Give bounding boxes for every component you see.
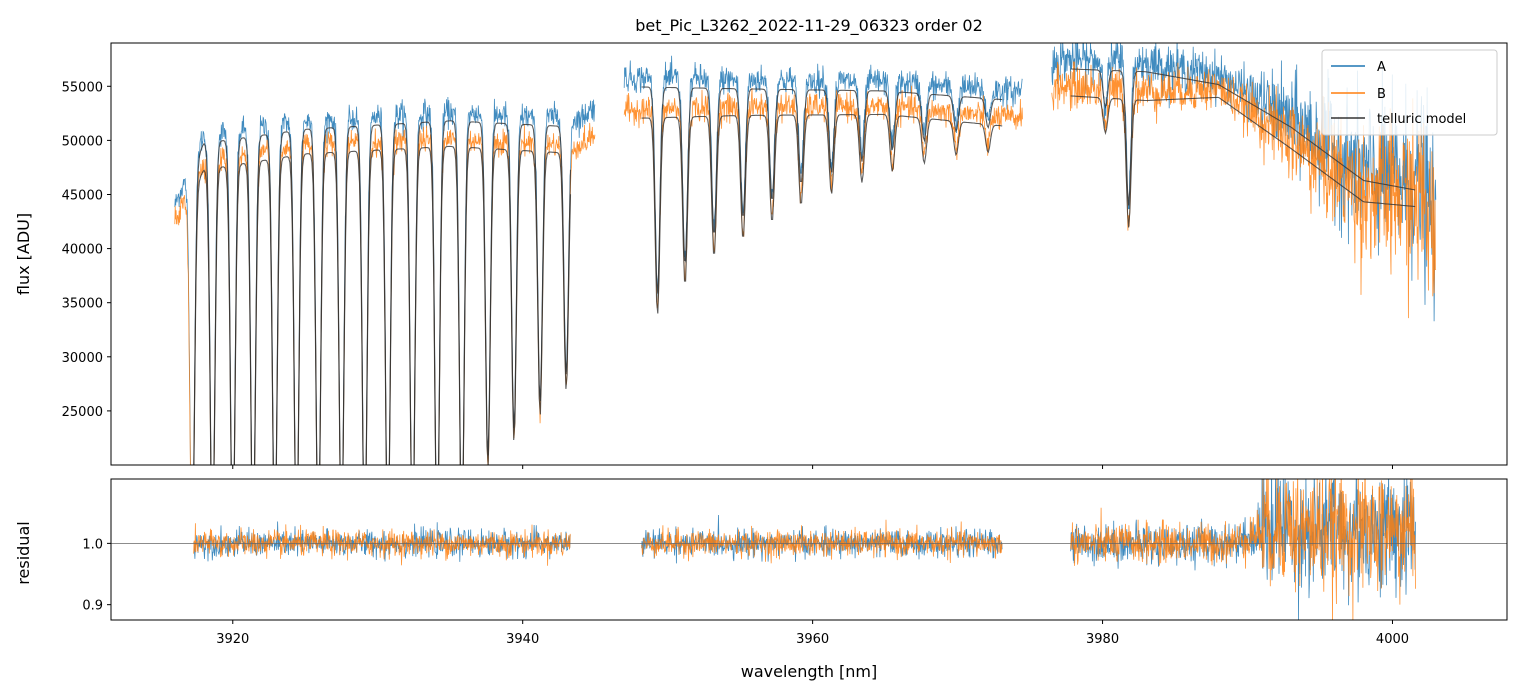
flux-y-axis-label: flux [ADU] — [14, 213, 33, 295]
legend-label-b: B — [1377, 87, 1386, 102]
chart-title: bet_Pic_L3262_2022-11-29_06323 order 02 — [635, 16, 983, 36]
flux-y-tick-label: 40000 — [62, 243, 103, 258]
telluric-model-a-segment-1 — [641, 86, 1003, 294]
flux-plot-area — [174, 43, 1437, 465]
x-tick-label: 3920 — [216, 632, 249, 647]
flux-y-tick-label: 45000 — [62, 188, 103, 203]
telluric-model-b-segment-1 — [641, 113, 1003, 314]
flux-y-tick-label: 30000 — [62, 351, 103, 366]
x-tick-label: 3980 — [1086, 632, 1119, 647]
residual-y-tick-label: 1.0 — [82, 537, 103, 552]
flux-panel-frame — [110, 42, 1508, 466]
x-tick-label: 3940 — [506, 632, 539, 647]
residual-b-segment-1 — [641, 519, 1003, 564]
telluric-model-b-segment-0 — [193, 145, 572, 465]
legend-box — [1321, 49, 1498, 136]
flux-y-tick-label: 25000 — [62, 405, 103, 420]
residual-y-ticks: 0.9 1.0 — [82, 537, 111, 614]
flux-x-ticks — [232, 465, 1393, 469]
x-tick-label: 3960 — [796, 632, 829, 647]
telluric-model-a-segment-2 — [1070, 68, 1416, 206]
residual-b-segment-0 — [193, 523, 571, 566]
series-b-segment-2 — [1051, 61, 1437, 319]
telluric-model-b-segment-2 — [1070, 95, 1416, 228]
x-tick-label: 4000 — [1376, 632, 1409, 647]
flux-panel: 25000 30000 35000 40000 45000 50000 55000 flux… — [14, 42, 1508, 469]
residual-b-segment-2 — [1070, 479, 1416, 620]
residual-plot-area — [111, 479, 1507, 620]
flux-y-tick-label: 35000 — [62, 297, 103, 312]
legend-label-a: A — [1377, 60, 1386, 75]
residual-panel-frame — [110, 478, 1508, 621]
residual-panel: 0.9 1.0 3920 3940 3960 3980 4000 residual wav… — [14, 478, 1508, 681]
residual-y-tick-label: 0.9 — [82, 599, 103, 614]
residual-x-ticks: 3920 3940 3960 3980 4000 — [216, 620, 1409, 647]
flux-y-tick-label: 55000 — [62, 80, 103, 95]
series-a-segment-1 — [623, 55, 1023, 303]
legend-label-telluric: telluric model — [1377, 112, 1466, 127]
flux-y-tick-label: 50000 — [62, 134, 103, 149]
residual-y-axis-label: residual — [14, 521, 33, 584]
legend: A B telluric model — [1321, 49, 1498, 136]
x-axis-label: wavelength [nm] — [741, 662, 878, 681]
flux-y-ticks: 25000 30000 35000 40000 45000 50000 55000 — [62, 80, 111, 420]
